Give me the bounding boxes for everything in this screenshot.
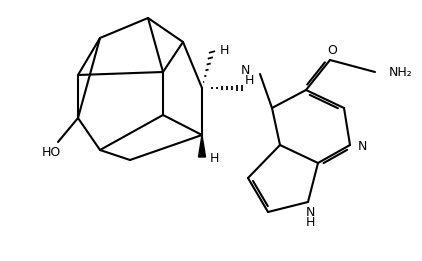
Text: H: H bbox=[210, 152, 219, 165]
Text: N: N bbox=[358, 139, 368, 152]
Polygon shape bbox=[198, 135, 206, 157]
Text: HO: HO bbox=[42, 145, 61, 158]
Text: H: H bbox=[305, 216, 315, 228]
Text: N: N bbox=[241, 63, 250, 76]
Text: H: H bbox=[245, 74, 254, 86]
Text: O: O bbox=[327, 44, 337, 57]
Text: NH₂: NH₂ bbox=[389, 66, 413, 79]
Text: H: H bbox=[220, 44, 230, 56]
Text: N: N bbox=[305, 205, 315, 218]
